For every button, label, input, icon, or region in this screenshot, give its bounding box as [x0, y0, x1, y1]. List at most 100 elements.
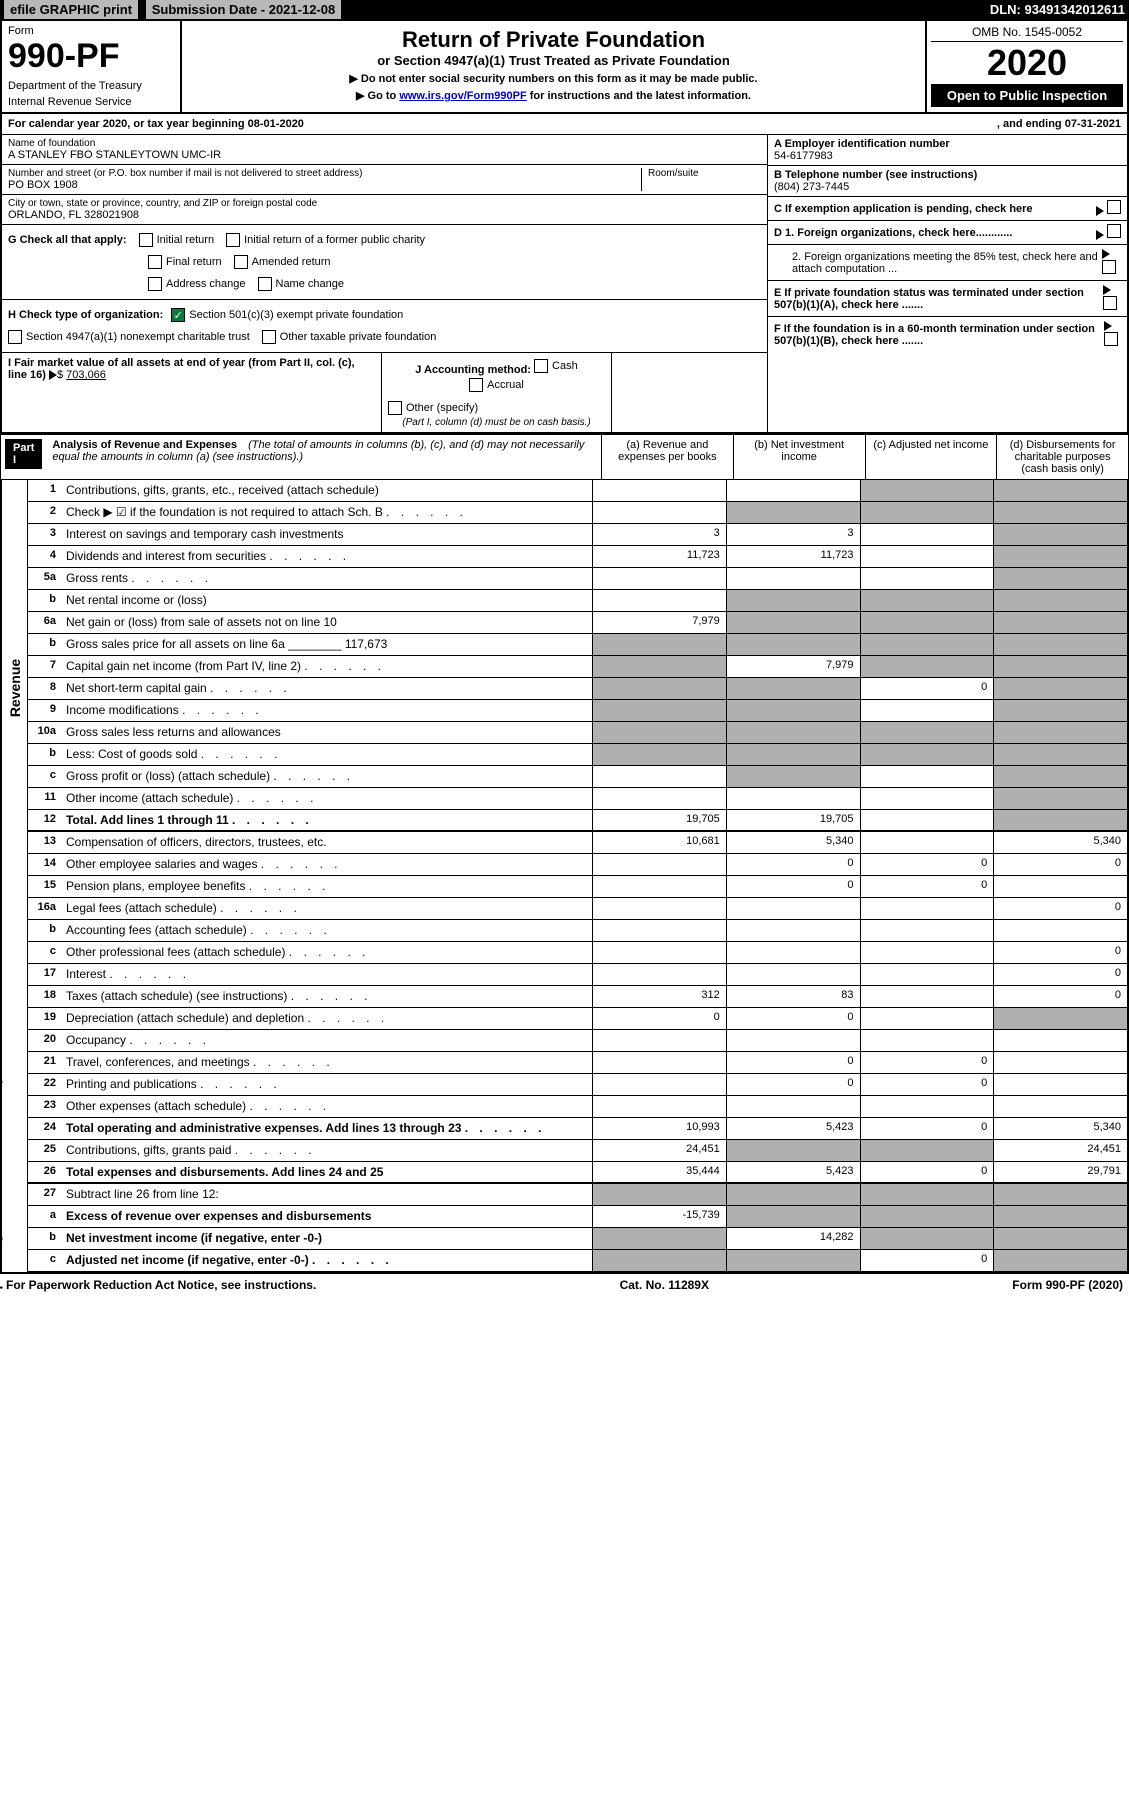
checkbox-accrual[interactable] — [469, 378, 483, 392]
arrow-icon — [49, 370, 57, 380]
checkbox-name-change[interactable] — [258, 277, 272, 291]
checkbox-other-method[interactable] — [388, 401, 402, 415]
tax-year-begin: 08-01-2020 — [248, 118, 304, 130]
cell-a: 11,723 — [592, 546, 726, 567]
arrow-icon — [1096, 230, 1104, 240]
cell-c — [860, 612, 994, 633]
cell-b: 0 — [726, 876, 860, 897]
checkbox-other-taxable[interactable] — [262, 330, 276, 344]
row-description: Other professional fees (attach schedule… — [62, 942, 592, 963]
cell-a: 312 — [592, 986, 726, 1007]
cell-c — [860, 964, 994, 985]
cell-ds: 0 — [993, 986, 1127, 1007]
form-number: 990-PF — [8, 37, 174, 76]
main-table: Revenue Operating and Administrative Exp… — [0, 480, 1129, 1274]
cell-b — [726, 898, 860, 919]
row-number: 27 — [28, 1184, 62, 1205]
checkbox-f[interactable] — [1104, 332, 1118, 346]
cell-a — [592, 854, 726, 875]
row-number: c — [28, 1250, 62, 1271]
cell-b — [726, 612, 860, 633]
cell-ds — [993, 524, 1127, 545]
cell-b — [726, 920, 860, 941]
table-row: 25Contributions, gifts, grants paid . . … — [28, 1140, 1127, 1162]
irs-link[interactable]: www.irs.gov/Form990PF — [399, 90, 526, 102]
table-row: 19Depreciation (attach schedule) and dep… — [28, 1008, 1127, 1030]
cell-c — [860, 832, 994, 853]
table-row: bNet rental income or (loss) — [28, 590, 1127, 612]
table-row: 4Dividends and interest from securities … — [28, 546, 1127, 568]
cell-c — [860, 1008, 994, 1029]
row-description: Printing and publications . . . . . . — [62, 1074, 592, 1095]
cell-b — [726, 1250, 860, 1271]
table-row: 12Total. Add lines 1 through 11 . . . . … — [28, 810, 1127, 832]
section-d2-label: 2. Foreign organizations meeting the 85%… — [774, 251, 1102, 275]
cell-a: 35,444 — [592, 1162, 726, 1182]
checkbox-4947[interactable] — [8, 330, 22, 344]
checkbox-initial-return[interactable] — [139, 233, 153, 247]
row-description: Net investment income (if negative, ente… — [62, 1228, 592, 1249]
row-description: Travel, conferences, and meetings . . . … — [62, 1052, 592, 1073]
checkbox-501c3[interactable] — [171, 308, 185, 322]
cell-c — [860, 744, 994, 765]
cell-ds — [993, 920, 1127, 941]
checkbox-address-change[interactable] — [148, 277, 162, 291]
cat-number: Cat. No. 11289X — [620, 1278, 709, 1292]
row-number: 13 — [28, 832, 62, 853]
checkbox-d2[interactable] — [1102, 260, 1116, 274]
cell-c — [860, 810, 994, 830]
table-row: bNet investment income (if negative, ent… — [28, 1228, 1127, 1250]
checkbox-e[interactable] — [1103, 296, 1117, 310]
row-description: Net gain or (loss) from sale of assets n… — [62, 612, 592, 633]
row-number: 8 — [28, 678, 62, 699]
cell-b: 5,423 — [726, 1118, 860, 1139]
cell-ds — [993, 1096, 1127, 1117]
tax-year-end: 07-31-2021 — [1065, 118, 1121, 130]
cell-a: 24,451 — [592, 1140, 726, 1161]
row-description: Gross sales price for all assets on line… — [62, 634, 592, 655]
tax-year: 2020 — [931, 42, 1123, 84]
cell-c: 0 — [860, 1162, 994, 1182]
checkbox-c[interactable] — [1107, 200, 1121, 214]
row-number: 18 — [28, 986, 62, 1007]
section-d1-label: D 1. Foreign organizations, check here..… — [774, 227, 1012, 239]
form-title: Return of Private Foundation — [188, 27, 919, 53]
checkbox-cash[interactable] — [534, 359, 548, 373]
checkbox-final-return[interactable] — [148, 255, 162, 269]
cell-c — [860, 788, 994, 809]
cell-a — [592, 502, 726, 523]
table-row: 11Other income (attach schedule) . . . .… — [28, 788, 1127, 810]
cell-ds — [993, 744, 1127, 765]
efile-badge[interactable]: efile GRAPHIC print — [4, 0, 138, 19]
table-row: aExcess of revenue over expenses and dis… — [28, 1206, 1127, 1228]
row-description: Gross profit or (loss) (attach schedule)… — [62, 766, 592, 787]
cell-a — [592, 766, 726, 787]
cell-a: 0 — [592, 1008, 726, 1029]
checkbox-d1[interactable] — [1107, 224, 1121, 238]
row-number: c — [28, 942, 62, 963]
dept-treasury: Department of the Treasury — [8, 80, 174, 92]
cell-ds — [993, 612, 1127, 633]
foundation-name: A STANLEY FBO STANLEYTOWN UMC-IR — [8, 149, 761, 161]
checkbox-initial-former[interactable] — [226, 233, 240, 247]
form-header: Form 990-PF Department of the Treasury I… — [0, 19, 1129, 114]
ein-value: 54-6177983 — [774, 150, 1121, 162]
cell-ds — [993, 480, 1127, 501]
cell-b — [726, 766, 860, 787]
submission-date: Submission Date - 2021-12-08 — [146, 0, 342, 19]
cell-ds — [993, 788, 1127, 809]
row-number: 23 — [28, 1096, 62, 1117]
cell-b: 5,340 — [726, 832, 860, 853]
row-description: Income modifications . . . . . . — [62, 700, 592, 721]
section-f-label: F If the foundation is in a 60-month ter… — [774, 323, 1104, 347]
table-row: cAdjusted net income (if negative, enter… — [28, 1250, 1127, 1272]
checkbox-amended[interactable] — [234, 255, 248, 269]
cell-b: 83 — [726, 986, 860, 1007]
cell-c: 0 — [860, 854, 994, 875]
arrow-icon — [1104, 321, 1112, 331]
cell-ds — [993, 1184, 1127, 1205]
row-description: Contributions, gifts, grants paid . . . … — [62, 1140, 592, 1161]
omb-number: OMB No. 1545-0052 — [931, 25, 1123, 42]
table-row: 9Income modifications . . . . . . — [28, 700, 1127, 722]
row-number: b — [28, 1228, 62, 1249]
